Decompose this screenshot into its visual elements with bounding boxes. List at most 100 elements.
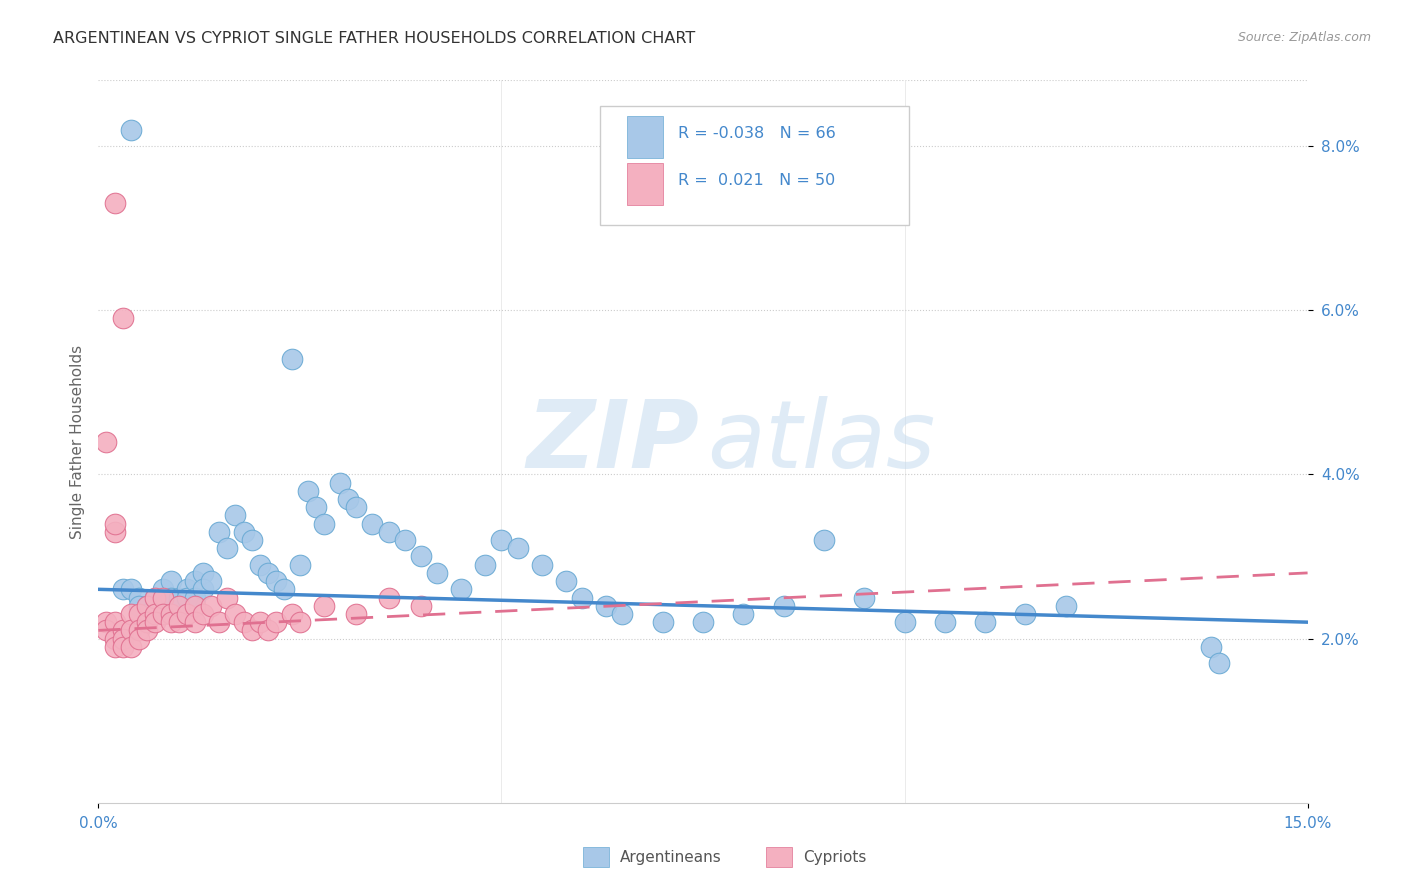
- Point: [361, 516, 384, 531]
- Point: [103, 615, 125, 630]
- Point: [111, 624, 134, 638]
- Point: [103, 516, 125, 531]
- Point: [167, 615, 190, 630]
- Point: [651, 615, 673, 630]
- Point: [297, 483, 319, 498]
- Point: [103, 196, 125, 211]
- Point: [530, 558, 553, 572]
- Point: [934, 615, 956, 630]
- Point: [264, 574, 287, 588]
- Point: [853, 591, 876, 605]
- Point: [224, 508, 246, 523]
- Point: [288, 558, 311, 572]
- Point: [232, 524, 254, 539]
- Point: [184, 574, 207, 588]
- Point: [193, 607, 215, 621]
- Point: [143, 607, 166, 621]
- Point: [103, 524, 125, 539]
- Point: [135, 615, 157, 630]
- Point: [772, 599, 794, 613]
- Point: [160, 574, 183, 588]
- Point: [314, 516, 336, 531]
- Point: [337, 491, 360, 506]
- Point: [314, 599, 336, 613]
- Point: [409, 599, 432, 613]
- Point: [224, 607, 246, 621]
- Point: [184, 615, 207, 630]
- Point: [167, 599, 190, 613]
- Point: [344, 607, 367, 621]
- Y-axis label: Single Father Households: Single Father Households: [69, 344, 84, 539]
- Point: [184, 591, 207, 605]
- Point: [200, 574, 222, 588]
- Point: [96, 624, 118, 638]
- Point: [491, 533, 513, 547]
- Point: [426, 566, 449, 580]
- Point: [111, 311, 134, 326]
- Point: [152, 582, 174, 597]
- Point: [1054, 599, 1077, 613]
- Point: [135, 599, 157, 613]
- Point: [377, 524, 399, 539]
- Point: [733, 607, 755, 621]
- Point: [612, 607, 634, 621]
- Point: [143, 607, 166, 621]
- Point: [193, 566, 215, 580]
- Point: [893, 615, 915, 630]
- Text: ZIP: ZIP: [526, 395, 699, 488]
- FancyBboxPatch shape: [627, 163, 664, 205]
- Point: [1199, 640, 1222, 654]
- Point: [120, 624, 142, 638]
- Point: [111, 640, 134, 654]
- Point: [96, 434, 118, 449]
- Point: [120, 582, 142, 597]
- Point: [160, 615, 183, 630]
- Point: [232, 615, 254, 630]
- Point: [143, 591, 166, 605]
- Text: Argentineans: Argentineans: [620, 850, 721, 864]
- Text: ARGENTINEAN VS CYPRIOT SINGLE FATHER HOUSEHOLDS CORRELATION CHART: ARGENTINEAN VS CYPRIOT SINGLE FATHER HOU…: [53, 31, 696, 46]
- Point: [273, 582, 295, 597]
- Text: R = -0.038   N = 66: R = -0.038 N = 66: [678, 126, 835, 141]
- Point: [595, 599, 617, 613]
- Point: [394, 533, 416, 547]
- Point: [813, 533, 835, 547]
- Point: [152, 591, 174, 605]
- Point: [176, 591, 198, 605]
- Text: Cypriots: Cypriots: [803, 850, 866, 864]
- Point: [167, 591, 190, 605]
- FancyBboxPatch shape: [627, 116, 664, 158]
- Point: [208, 615, 231, 630]
- Point: [160, 607, 183, 621]
- Point: [128, 607, 150, 621]
- Point: [184, 599, 207, 613]
- Text: R =  0.021   N = 50: R = 0.021 N = 50: [678, 173, 835, 187]
- Point: [288, 615, 311, 630]
- Point: [135, 624, 157, 638]
- Point: [120, 640, 142, 654]
- Point: [111, 582, 134, 597]
- Text: atlas: atlas: [707, 396, 935, 487]
- Point: [281, 352, 304, 367]
- Point: [200, 599, 222, 613]
- Point: [555, 574, 578, 588]
- Point: [111, 632, 134, 646]
- Point: [1208, 657, 1230, 671]
- Point: [128, 624, 150, 638]
- Point: [120, 607, 142, 621]
- Point: [152, 607, 174, 621]
- Point: [128, 591, 150, 605]
- FancyBboxPatch shape: [600, 105, 908, 225]
- Point: [128, 599, 150, 613]
- Point: [256, 624, 278, 638]
- Point: [128, 632, 150, 646]
- Point: [450, 582, 472, 597]
- Point: [135, 607, 157, 621]
- Point: [249, 615, 271, 630]
- Point: [103, 640, 125, 654]
- Point: [176, 582, 198, 597]
- Point: [256, 566, 278, 580]
- Point: [143, 591, 166, 605]
- Point: [281, 607, 304, 621]
- Point: [217, 541, 239, 556]
